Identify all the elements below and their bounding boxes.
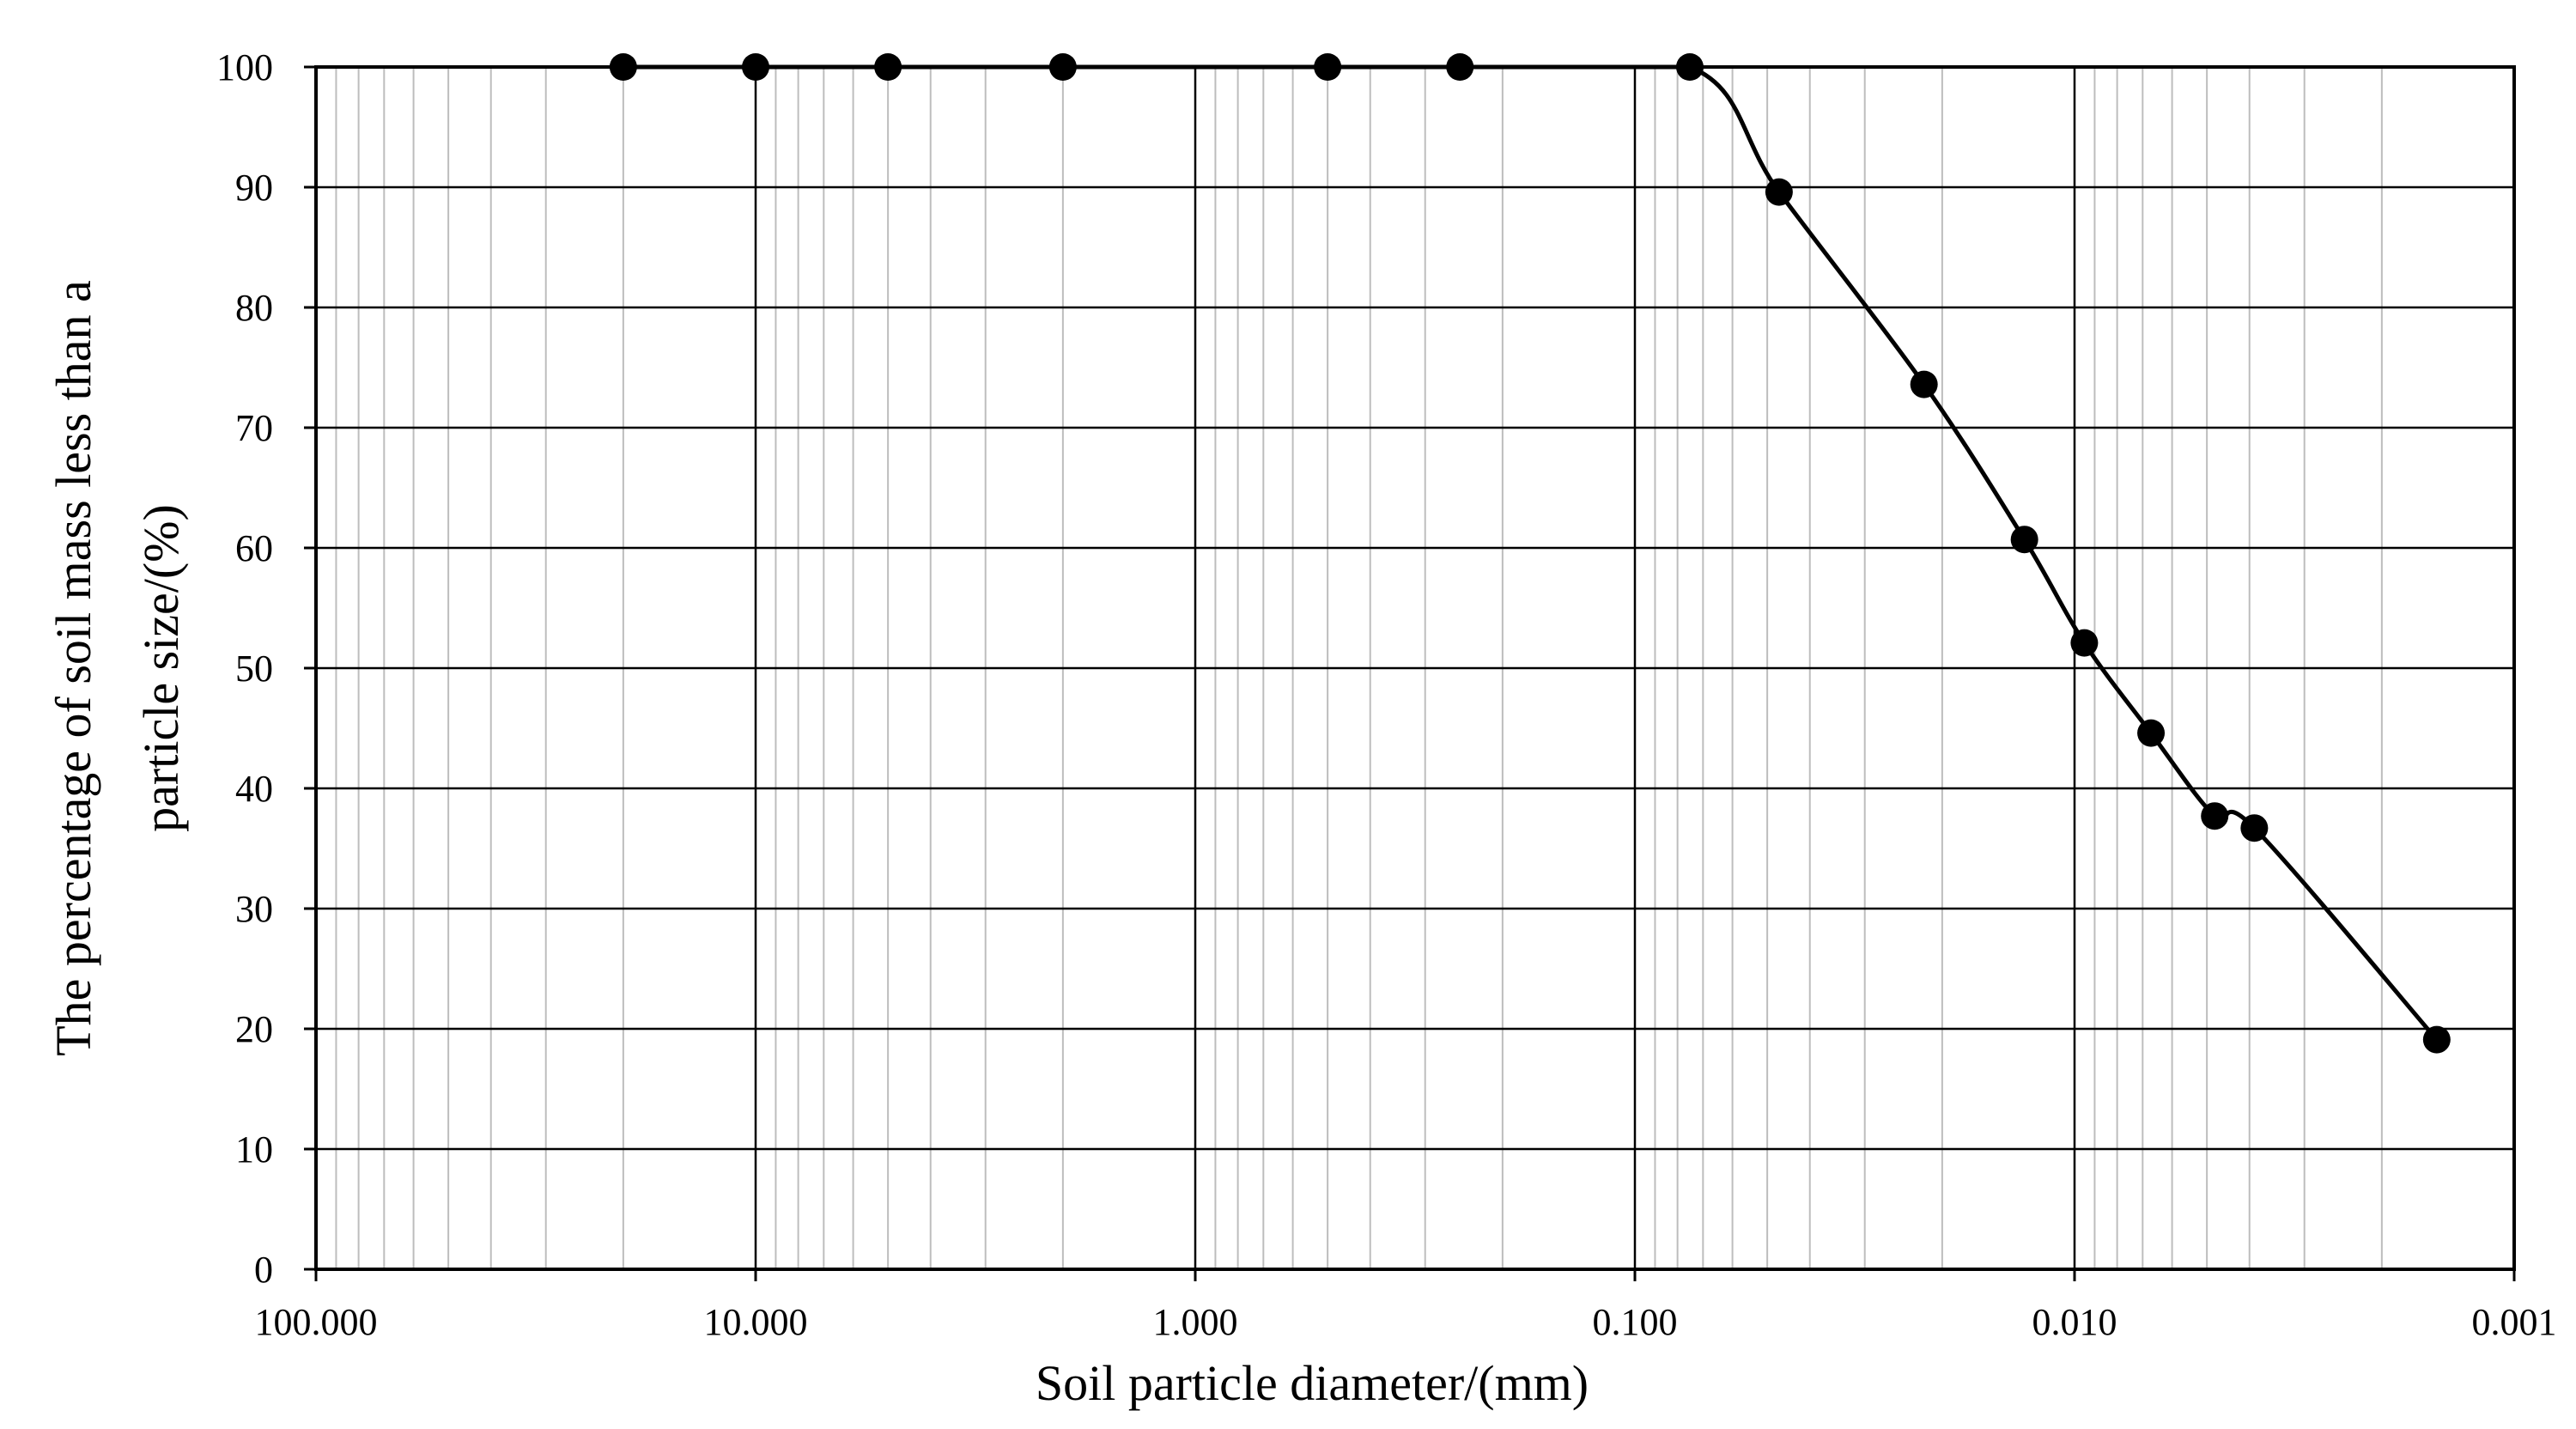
data-point [2137, 719, 2166, 747]
y-tick-label: 100 [216, 46, 273, 88]
major-grid [314, 65, 2516, 1271]
y-tick-label: 60 [235, 527, 273, 569]
y-axis-title-line-1: The percentage of soil mass less than a [46, 280, 101, 1056]
x-tick-label: 1.000 [1153, 1301, 1238, 1343]
series-layer [609, 53, 2451, 1054]
x-tick-label: 0.001 [2472, 1301, 2557, 1343]
y-tick-label: 40 [235, 768, 273, 810]
y-tick-label: 0 [254, 1249, 273, 1291]
y-tick-label: 10 [235, 1128, 273, 1171]
data-point [1765, 178, 1793, 206]
y-tick-label: 90 [235, 167, 273, 209]
y-tick-label: 80 [235, 287, 273, 329]
y-axis-title-line-2: particle size/(%) [133, 504, 189, 832]
data-point [2010, 526, 2038, 554]
x-tick-label: 0.100 [1593, 1301, 1678, 1343]
y-axis-ticks: 0 10 20 30 40 50 60 70 80 90 100 [216, 46, 316, 1291]
x-tick-label: 10.000 [704, 1301, 808, 1343]
y-tick-label: 30 [235, 888, 273, 930]
data-point [2240, 814, 2269, 842]
x-axis-ticks: 100.000 10.000 1.000 0.100 0.010 0.001 [255, 1269, 2557, 1343]
data-point [2070, 629, 2099, 657]
data-point [2201, 802, 2229, 830]
x-axis-title: Soil particle diameter/(mm) [1036, 1355, 1589, 1411]
x-tick-label: 100.000 [255, 1301, 378, 1343]
y-tick-label: 50 [235, 648, 273, 690]
series-line [623, 64, 2439, 1042]
y-axis-title: The percentage of soil mass less than a … [46, 280, 189, 1056]
y-tick-label: 20 [235, 1008, 273, 1050]
y-tick-label: 70 [235, 407, 273, 449]
x-tick-label: 0.010 [2032, 1301, 2117, 1343]
data-point [2422, 1025, 2451, 1054]
data-point [1910, 370, 1938, 398]
